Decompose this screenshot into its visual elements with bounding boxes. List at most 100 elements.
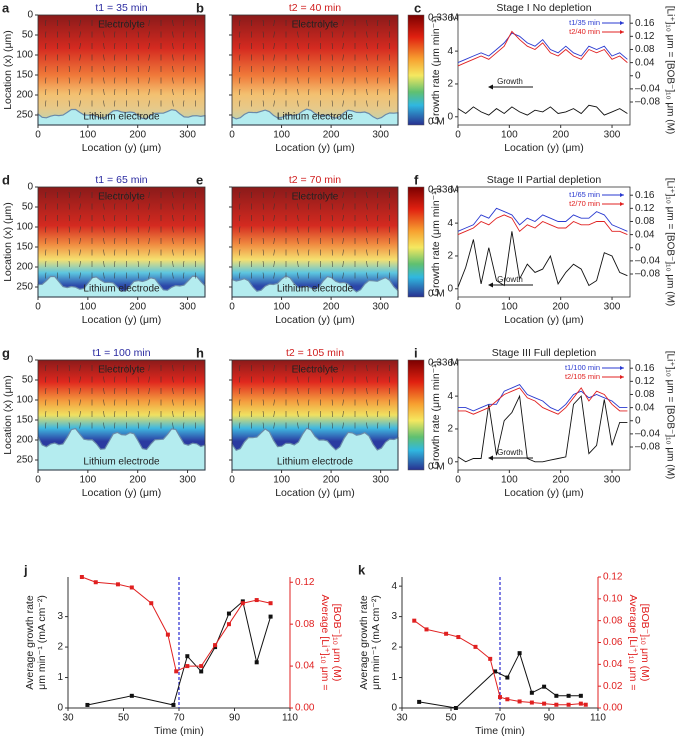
series-line xyxy=(457,207,628,232)
flux-arrow xyxy=(273,31,275,38)
flux-arrow xyxy=(44,42,47,50)
flux-arrow xyxy=(79,422,81,429)
flux-arrow xyxy=(79,237,81,245)
flux-arrow xyxy=(68,387,71,395)
x-tick-label: 100 xyxy=(80,130,97,141)
flux-arrow xyxy=(342,214,344,222)
flux-arrow xyxy=(297,387,299,395)
legend-arrowhead xyxy=(620,193,624,197)
flux-arrow xyxy=(172,399,174,406)
legend-arrowhead xyxy=(620,202,624,206)
flux-arrow xyxy=(331,387,334,395)
x-axis-label: Location (y) (μm) xyxy=(504,314,584,326)
panel-letter: b xyxy=(196,0,204,15)
flux-arrow xyxy=(182,364,185,372)
flux-arrow xyxy=(172,422,174,429)
flux-arrow xyxy=(297,226,299,233)
flux-arrow xyxy=(68,19,71,27)
flux-arrow xyxy=(172,65,174,73)
data-point xyxy=(93,580,98,585)
flux-arrow xyxy=(103,399,105,406)
x-tick-label: 300 xyxy=(372,302,389,313)
flux-arrow xyxy=(262,19,265,27)
flux-arrow xyxy=(182,19,185,27)
series-line xyxy=(457,214,628,236)
x-axis-label: Location (y) (μm) xyxy=(275,142,355,154)
flux-arrow xyxy=(103,364,105,372)
flux-arrow xyxy=(148,65,150,73)
x-tick-label: 90 xyxy=(543,713,555,724)
data-point xyxy=(213,643,218,648)
data-point xyxy=(578,693,583,698)
y-axis-label: Growth rate (μm min⁻¹) xyxy=(430,361,442,469)
flux-arrow xyxy=(172,19,174,27)
y-tick-label: 0 xyxy=(27,10,33,21)
flux-arrow xyxy=(342,422,344,429)
y-tick-label: 250 xyxy=(16,282,33,293)
flux-arrow xyxy=(238,214,241,222)
flux-arrow xyxy=(137,191,140,199)
region-label: Electrolyte xyxy=(292,365,339,376)
annotation-arrowhead xyxy=(488,84,493,90)
flux-arrow xyxy=(172,88,174,96)
flux-arrow xyxy=(331,399,334,406)
y-tick-label: 4 xyxy=(447,391,453,402)
series-line xyxy=(457,231,628,288)
flux-arrow xyxy=(297,249,299,256)
x-tick-label: 0 xyxy=(455,302,461,313)
data-point xyxy=(226,622,231,627)
flux-arrow xyxy=(238,65,241,73)
y2-tick-label: 0.12 xyxy=(635,31,655,42)
y-axis-label: μm min⁻¹ (mA cm⁻²) xyxy=(36,595,48,690)
flux-arrow xyxy=(331,410,334,418)
x-tick-label: 300 xyxy=(179,475,196,486)
flux-arrow xyxy=(376,54,379,61)
plot-frame xyxy=(37,359,206,471)
flux-arrow xyxy=(103,376,105,383)
flux-arrow xyxy=(331,237,334,245)
flux-arrow xyxy=(79,272,81,279)
flux-arrow xyxy=(262,237,265,245)
flux-arrow xyxy=(366,31,368,38)
y2-tick-label: 0 xyxy=(635,242,641,253)
flux-arrow xyxy=(342,31,344,38)
flux-arrow xyxy=(307,42,310,50)
flux-arrow xyxy=(148,31,150,38)
flux-arrow xyxy=(297,31,299,38)
flux-arrow xyxy=(366,260,368,268)
x-tick-label: 110 xyxy=(282,713,298,724)
flux-arrow xyxy=(342,376,344,383)
flux-arrow xyxy=(307,422,310,429)
region-label: Lithium electrode xyxy=(277,457,354,468)
flux-arrow xyxy=(297,19,299,27)
flux-arrow xyxy=(68,226,71,233)
data-point xyxy=(517,699,522,704)
flux-arrow xyxy=(182,272,185,279)
flux-arrow xyxy=(238,226,241,233)
y-tick-label: 0 xyxy=(57,703,63,714)
flux-arrow xyxy=(238,387,241,395)
x-tick-label: 200 xyxy=(552,302,569,313)
flux-arrow xyxy=(366,422,368,429)
flux-arrow xyxy=(238,19,241,27)
panel-letter: c xyxy=(414,0,421,15)
flux-arrow xyxy=(113,410,116,418)
data-point xyxy=(174,669,179,674)
x-tick-label: 0 xyxy=(455,475,461,486)
flux-arrow xyxy=(79,214,81,222)
flux-arrow xyxy=(103,237,105,245)
flux-arrow xyxy=(137,376,140,383)
flux-arrow xyxy=(238,272,241,279)
flux-arrow xyxy=(376,203,379,210)
flux-arrow xyxy=(273,226,275,233)
flux-arrow xyxy=(172,31,174,38)
colorbar-label: 0.33 M xyxy=(428,185,459,196)
flux-arrow xyxy=(103,31,105,38)
y2-axis-label: [Li⁺]₁₀ μm = [BOB⁻]₁₀ μm (M) xyxy=(664,351,675,480)
flux-arrow xyxy=(342,260,344,268)
flux-arrow xyxy=(148,226,150,233)
x-tick-label: 50 xyxy=(118,713,130,724)
legend-label: t1/65 min xyxy=(569,190,600,199)
y-tick-label: 4 xyxy=(447,46,453,57)
flux-arrow xyxy=(113,260,116,268)
